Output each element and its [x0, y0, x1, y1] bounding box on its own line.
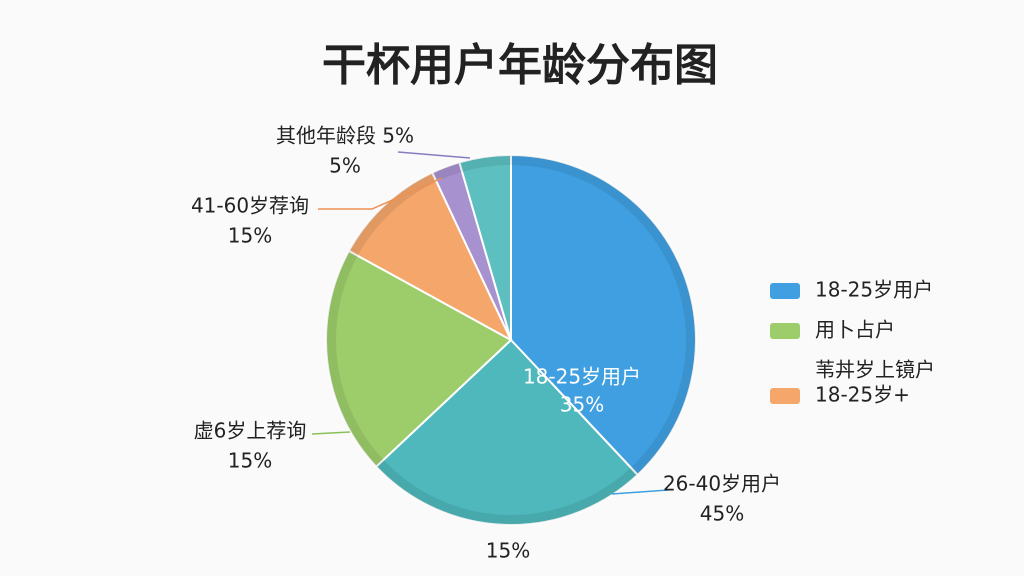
data-label: 18-25岁用户 — [523, 365, 641, 389]
leader-line — [311, 431, 351, 435]
data-label: 26-40岁用户 — [663, 472, 781, 496]
pie-slice — [510, 153, 697, 477]
leader-line — [397, 151, 471, 159]
data-label: 41-60岁荐询 — [191, 194, 309, 218]
data-label: 虚6岁上荐询 — [194, 419, 307, 443]
data-label: 15% — [228, 224, 272, 248]
pie-slice — [325, 249, 513, 469]
data-label: 15% — [486, 539, 530, 563]
leader-line — [318, 177, 443, 210]
pie-rim — [326, 155, 696, 525]
data-label: 35% — [560, 393, 604, 417]
legend-label: 18-25岁+ — [815, 383, 910, 407]
pie-slice — [374, 338, 640, 526]
pie-slice — [347, 171, 514, 343]
chart-title: 干杯用户年龄分布图 — [322, 40, 718, 91]
legend-label: 用卜占户 — [815, 318, 895, 342]
data-label: 其他年龄段 5% — [276, 124, 414, 148]
legend-label: 18-25岁用户 — [815, 278, 933, 302]
data-label: 5% — [329, 154, 361, 178]
legend-swatch — [770, 323, 800, 339]
legend-swatch — [770, 388, 800, 404]
leader-line — [611, 489, 669, 495]
legend-swatch — [770, 283, 800, 299]
pie-slice — [458, 153, 512, 341]
legend-label: 苇丼岁上镜户 — [815, 358, 935, 382]
data-label: 45% — [700, 502, 744, 526]
data-label: 15% — [228, 449, 272, 473]
